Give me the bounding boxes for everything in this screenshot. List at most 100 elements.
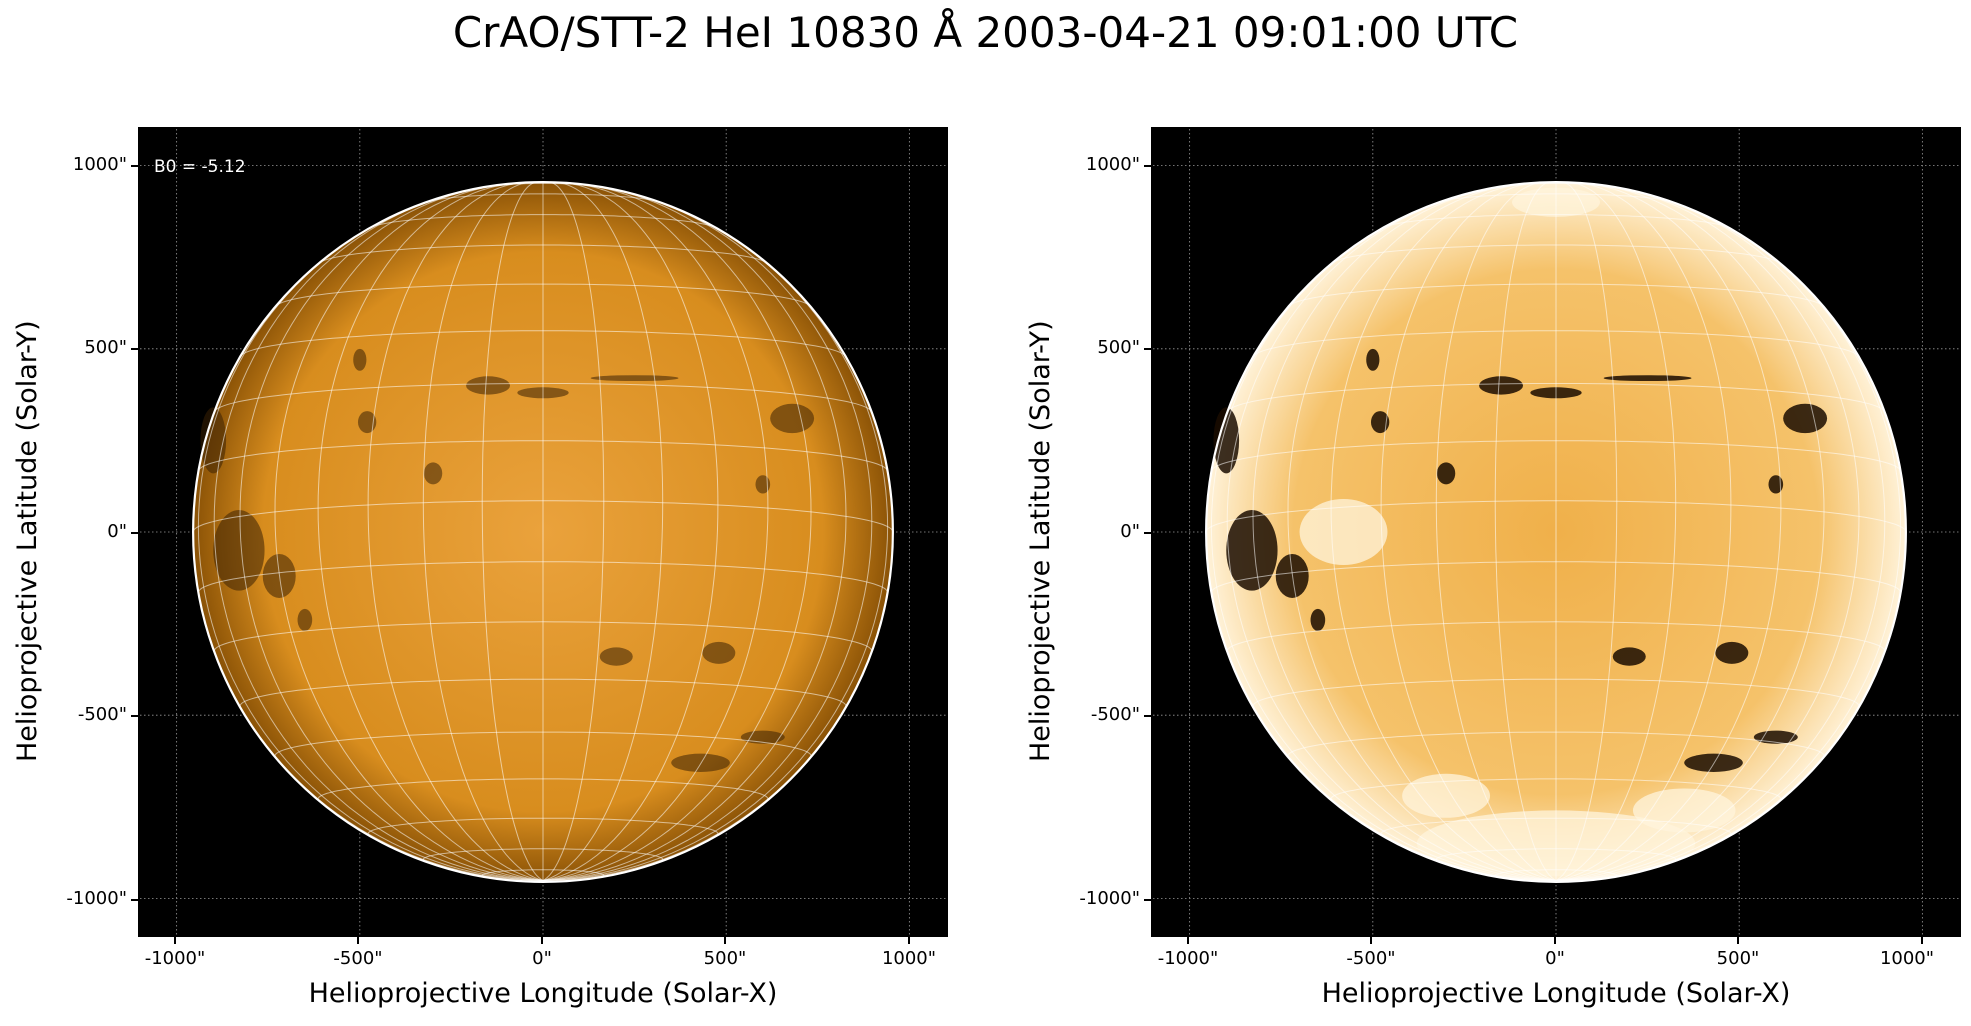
- ytick-mark: [1144, 165, 1151, 167]
- filament-feature: [755, 475, 771, 494]
- filament-feature: [1479, 376, 1524, 395]
- meridian-line: [1226, 193, 1557, 881]
- filament-feature: [1310, 608, 1326, 631]
- xtick-label: 500": [703, 948, 747, 969]
- parallel-line: [1494, 869, 1618, 879]
- meridian-line: [1380, 182, 1557, 881]
- filament-feature: [1603, 375, 1692, 382]
- xtick-label: -500": [1346, 948, 1396, 969]
- parallel-line: [1289, 283, 1823, 306]
- meridian-line: [1287, 183, 1557, 881]
- yaxis-label-left: Helioprojective Latitude (Solar-Y): [12, 320, 43, 762]
- meridian-line: [542, 221, 889, 881]
- bright-region: [1299, 499, 1388, 565]
- meridian-line: [1555, 183, 1782, 881]
- filament-feature: [357, 411, 377, 434]
- meridian-line: [542, 182, 719, 881]
- xtick-label: -500": [333, 948, 383, 969]
- xtick-label: 0": [1545, 948, 1565, 969]
- solar-disk-image-left: [140, 129, 946, 935]
- parallel-line: [197, 561, 889, 593]
- parallel-line: [427, 193, 659, 203]
- filament-feature: [1783, 403, 1828, 434]
- meridian-line: [1210, 221, 1557, 881]
- parallel-line: [1380, 817, 1732, 837]
- parallel-line: [1211, 440, 1901, 471]
- meridian-line: [542, 193, 873, 881]
- parallel-line: [1205, 500, 1907, 533]
- ytick-mark: [1144, 715, 1151, 717]
- parallel-line: [1226, 621, 1886, 652]
- xtick-label: 0": [532, 948, 552, 969]
- ytick-label: 500": [1097, 337, 1140, 358]
- ytick-mark: [131, 165, 138, 167]
- ytick-label: -1000": [66, 888, 127, 909]
- parallel-line: [317, 778, 769, 802]
- ytick-label: 1000": [72, 154, 127, 175]
- filament-feature: [423, 462, 443, 485]
- yaxis-label-right: Helioprojective Latitude (Solar-Y): [1025, 320, 1056, 762]
- parallel-line: [276, 283, 810, 306]
- xtick-mark: [724, 937, 726, 944]
- ytick-mark: [1144, 532, 1151, 534]
- filament-feature: [297, 608, 313, 631]
- meridian-line: [274, 183, 544, 881]
- bright-region: [1402, 773, 1491, 818]
- meridian-line: [1555, 181, 1618, 881]
- b0-annotation: B0 = -5.12: [154, 157, 246, 177]
- solar-disk-panel-left: B0 = -5.12: [138, 127, 948, 937]
- filament-feature: [466, 376, 511, 395]
- meridian-line: [1555, 182, 1732, 881]
- parallel-line: [1333, 244, 1779, 263]
- xtick-label: 1000": [881, 948, 937, 969]
- filament-feature: [671, 753, 730, 772]
- parallel-line: [1252, 678, 1860, 708]
- xtick-mark: [1370, 937, 1372, 944]
- parallel-line: [367, 817, 719, 837]
- ytick-label: 1000": [1085, 154, 1140, 175]
- parallel-line: [213, 383, 873, 413]
- parallel-line: [274, 731, 812, 758]
- filament-feature: [1370, 411, 1390, 434]
- ytick-label: 0": [1120, 521, 1140, 542]
- parallel-line: [370, 214, 716, 228]
- parallel-line: [213, 621, 873, 652]
- meridian-line: [1555, 221, 1902, 881]
- solar-limb: [1205, 181, 1907, 883]
- xtick-mark: [1921, 937, 1923, 944]
- xtick-mark: [1737, 937, 1739, 944]
- xtick-label: -1000": [1157, 948, 1219, 969]
- ytick-mark: [131, 899, 138, 901]
- parallel-line: [320, 244, 766, 263]
- parallel-line: [1440, 193, 1672, 203]
- ytick-label: 0": [107, 521, 127, 542]
- xtick-mark: [1554, 937, 1556, 944]
- meridian-line: [1555, 181, 1677, 881]
- parallel-line: [239, 678, 847, 708]
- filament-feature: [1715, 641, 1749, 664]
- meridian-line: [317, 183, 544, 881]
- filament-feature: [213, 510, 265, 591]
- ytick-mark: [1144, 348, 1151, 350]
- parallel-line: [1383, 214, 1729, 228]
- ytick-label: -1000": [1079, 888, 1140, 909]
- parallel-line: [1287, 731, 1825, 758]
- xaxis-label-right: Helioprojective Longitude (Solar-X): [1321, 978, 1791, 1009]
- ytick-label: -500": [77, 704, 127, 725]
- parallel-line: [1226, 383, 1886, 413]
- filament-feature: [590, 375, 679, 382]
- solar-disk-image-right: [1153, 129, 1959, 935]
- solar-limb: [192, 181, 894, 883]
- filament-feature: [1226, 510, 1278, 591]
- xtick-mark: [1187, 937, 1189, 944]
- meridian-line: [197, 221, 544, 881]
- meridian-line: [481, 181, 544, 881]
- meridian-line: [542, 183, 769, 881]
- meridian-line: [1435, 181, 1557, 881]
- meridian-line: [1555, 193, 1886, 881]
- parallel-line: [192, 500, 894, 533]
- filament-feature: [1684, 753, 1743, 772]
- filament-feature: [1612, 647, 1646, 666]
- filament-feature: [599, 647, 633, 666]
- parallel-line: [1253, 330, 1859, 357]
